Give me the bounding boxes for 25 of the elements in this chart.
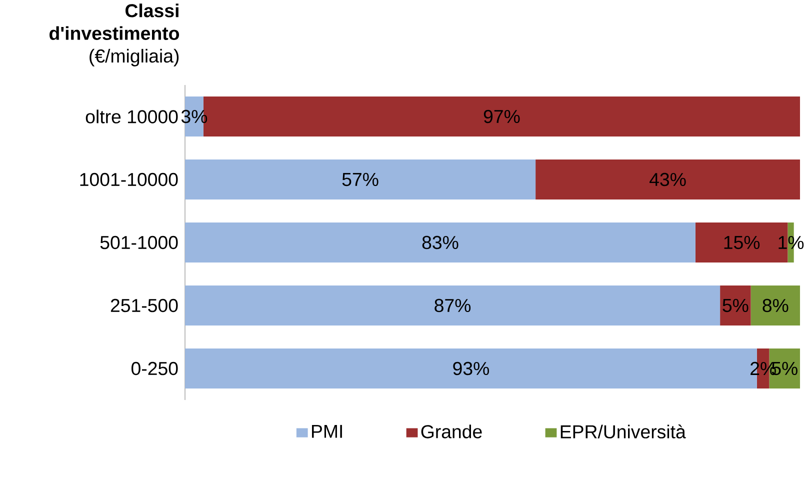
data-label: 15% [724, 236, 760, 250]
bar [750, 286, 800, 326]
bar [720, 286, 751, 326]
y-tick-label: 0-250 [132, 362, 178, 376]
bar [536, 160, 800, 200]
y-tick-label: oltre 10000 [86, 110, 178, 124]
data-label: 1% [778, 236, 804, 250]
y-tick-label: 1001-10000 [80, 172, 178, 186]
data-label: 43% [650, 172, 686, 186]
legend-label: EPR/Università [560, 424, 686, 438]
bar [185, 286, 720, 326]
y-axis-title: Classi d'investimento (€/migliaia) [50, 4, 180, 66]
bar [185, 160, 536, 200]
data-label: 5% [722, 298, 748, 312]
data-label: 87% [434, 298, 471, 312]
data-label: 57% [342, 172, 378, 186]
y-tick-label: 501-1000 [100, 236, 178, 250]
bar [185, 222, 696, 263]
data-label: 8% [762, 298, 788, 312]
legend-label: Grande [421, 424, 482, 438]
legend-label: PMI [312, 424, 342, 438]
y-tick-label: 251-500 [110, 298, 178, 312]
data-label: 83% [422, 236, 458, 250]
data-label: 97% [484, 110, 520, 124]
data-label: 93% [453, 362, 489, 376]
